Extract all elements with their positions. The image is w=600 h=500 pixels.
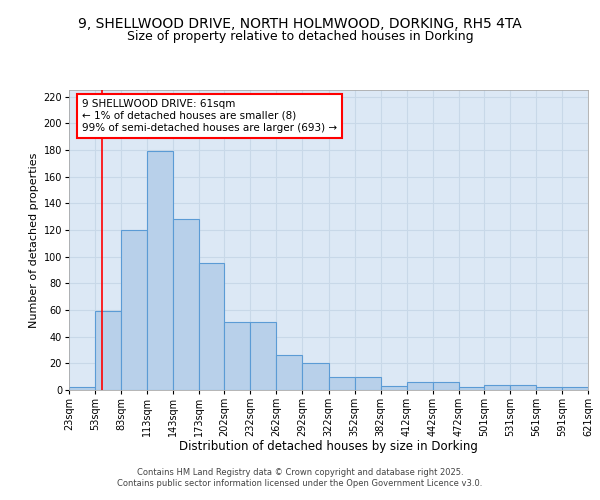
Bar [250, 322, 277, 390]
Bar [147, 152, 173, 390]
Text: Size of property relative to detached houses in Dorking: Size of property relative to detached ho… [127, 30, 473, 43]
Bar [458, 388, 484, 390]
Bar [69, 388, 95, 390]
Bar [277, 356, 302, 390]
Bar [536, 388, 562, 390]
Bar [484, 384, 510, 390]
Y-axis label: Number of detached properties: Number of detached properties [29, 152, 39, 328]
X-axis label: Distribution of detached houses by size in Dorking: Distribution of detached houses by size … [179, 440, 478, 454]
Bar [173, 220, 199, 390]
Bar [329, 376, 355, 390]
Text: Contains HM Land Registry data © Crown copyright and database right 2025.
Contai: Contains HM Land Registry data © Crown c… [118, 468, 482, 487]
Bar [510, 384, 536, 390]
Text: 9 SHELLWOOD DRIVE: 61sqm
← 1% of detached houses are smaller (8)
99% of semi-det: 9 SHELLWOOD DRIVE: 61sqm ← 1% of detache… [82, 100, 337, 132]
Bar [355, 376, 380, 390]
Bar [121, 230, 147, 390]
Bar [224, 322, 250, 390]
Bar [407, 382, 433, 390]
Bar [380, 386, 407, 390]
Text: 9, SHELLWOOD DRIVE, NORTH HOLMWOOD, DORKING, RH5 4TA: 9, SHELLWOOD DRIVE, NORTH HOLMWOOD, DORK… [78, 18, 522, 32]
Bar [95, 312, 121, 390]
Bar [433, 382, 458, 390]
Bar [199, 264, 224, 390]
Bar [302, 364, 329, 390]
Bar [562, 388, 588, 390]
